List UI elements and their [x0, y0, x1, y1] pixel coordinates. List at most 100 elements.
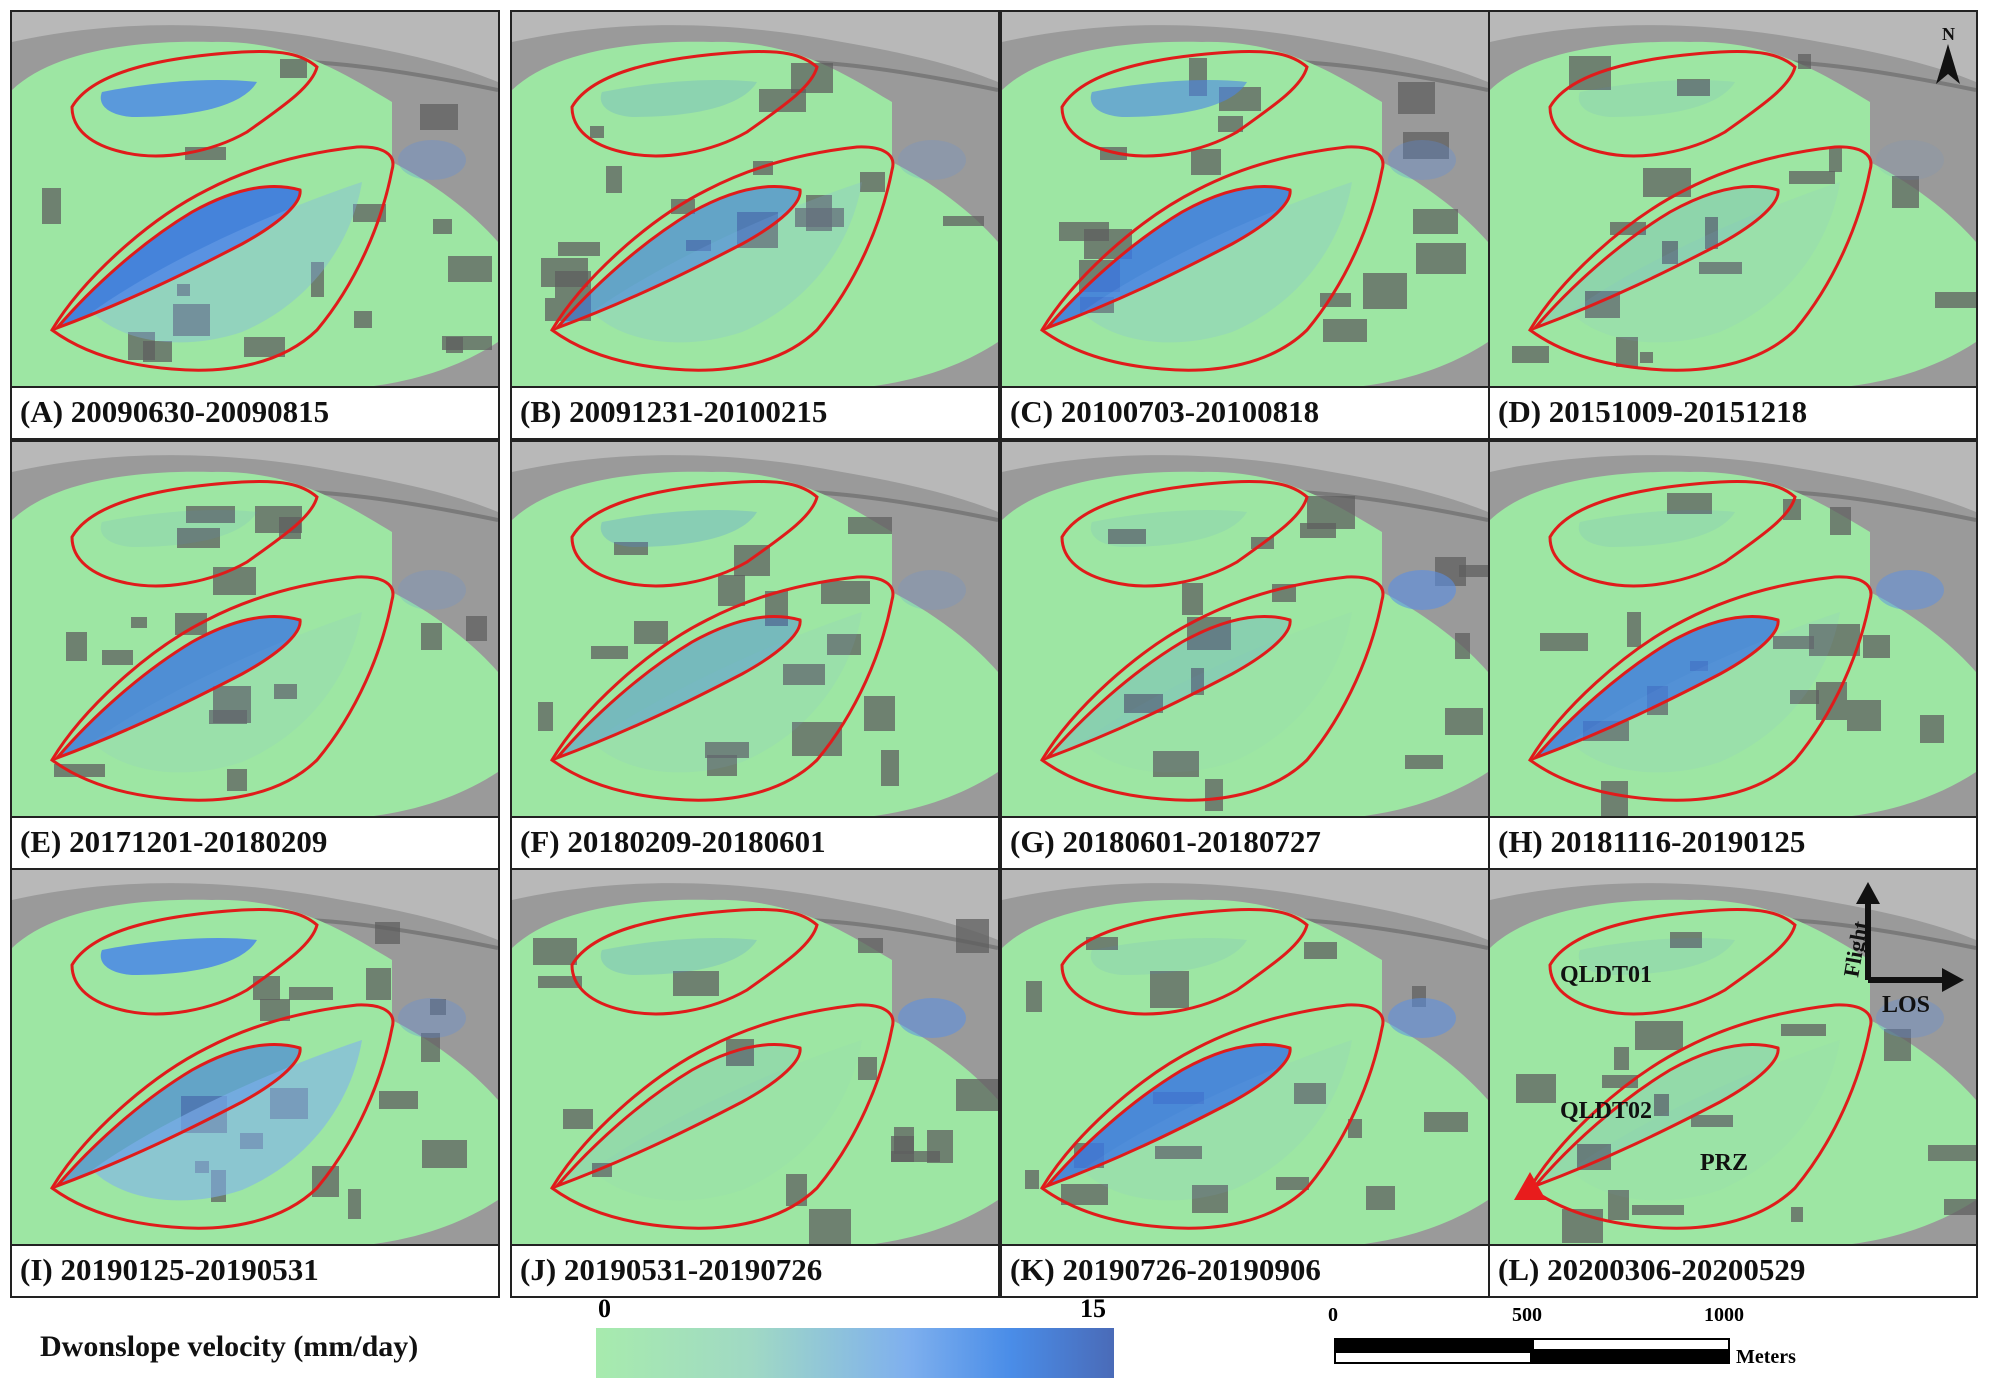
- no-data-patch: [1830, 507, 1851, 535]
- upper-landslide-boundary: [1548, 908, 1797, 1016]
- lower-landslide-boundary: [1040, 1003, 1385, 1230]
- map-panel: QLDT01 QLDT02 PRZ Flight LOS (L) 2020030…: [1488, 868, 1978, 1298]
- no-data-patch: [538, 702, 553, 731]
- lower-zone-broad-deformation: [1082, 612, 1352, 773]
- no-data-patch: [1699, 262, 1742, 274]
- no-data-patch: [848, 517, 892, 534]
- no-data-patch: [311, 262, 324, 297]
- upper-zone-deformation: [1578, 80, 1735, 117]
- east-deformation-patch: [398, 140, 466, 180]
- panel-caption: (A) 20090630-20090815: [12, 386, 498, 438]
- no-data-patch: [1863, 635, 1890, 658]
- north-label: N: [1942, 24, 1955, 44]
- lower-zone-broad-deformation: [92, 182, 362, 343]
- no-data-patch: [354, 311, 372, 328]
- no-data-patch: [173, 304, 210, 336]
- no-data-patch: [1654, 1094, 1669, 1116]
- upper-landslide-boundary: [1060, 50, 1309, 158]
- no-data-patch: [759, 89, 806, 112]
- no-data-patch: [786, 1174, 807, 1206]
- no-data-patch: [1363, 273, 1407, 309]
- no-data-patch: [1798, 54, 1811, 69]
- scale-segment: [1532, 1351, 1730, 1364]
- scale-bar: [1334, 1338, 1730, 1368]
- map-panel: (G) 20180601-20180727: [1000, 440, 1490, 870]
- east-deformation-patch: [1388, 998, 1456, 1038]
- inner-landslide-boundary: [1530, 184, 1780, 332]
- map-panel: (J) 20190531-20190726: [510, 868, 1000, 1298]
- inner-landslide-boundary: [1530, 614, 1780, 762]
- no-data-patch: [858, 938, 883, 953]
- lower-landslide-boundary: [550, 575, 895, 802]
- hillshade-ridge: [1490, 442, 1976, 512]
- no-data-patch: [563, 1109, 593, 1129]
- no-data-patch: [1667, 493, 1712, 514]
- upper-landslide-boundary: [570, 908, 819, 1016]
- north-arrow: N: [1936, 24, 1960, 84]
- no-data-patch: [1944, 1199, 1976, 1215]
- upper-zone-deformation: [600, 510, 757, 547]
- hillshade-ridge: [512, 870, 998, 940]
- upper-landslide-boundary: [570, 50, 819, 158]
- velocity-coverage: [1490, 899, 1976, 1248]
- no-data-patch: [590, 126, 604, 138]
- upper-zone-deformation: [1090, 510, 1247, 547]
- upper-zone-deformation: [1578, 938, 1735, 975]
- lower-landslide-boundary: [1528, 145, 1873, 372]
- inner-landslide-boundary: [1042, 184, 1292, 332]
- no-data-patch: [1884, 1029, 1911, 1061]
- no-data-patch: [1294, 1083, 1326, 1104]
- no-data-patch: [1540, 633, 1588, 651]
- lower-landslide-boundary: [550, 1003, 895, 1230]
- no-data-patch: [1809, 624, 1860, 656]
- no-data-patch: [891, 1151, 940, 1162]
- no-data-patch: [1635, 1021, 1683, 1050]
- no-data-patch: [1783, 499, 1801, 520]
- no-data-patch: [1445, 708, 1483, 735]
- lower-zone-deformation: [1047, 616, 1291, 758]
- no-data-patch: [538, 976, 582, 988]
- no-data-patch: [673, 971, 719, 996]
- no-data-patch: [420, 104, 458, 130]
- no-data-patch: [448, 256, 492, 282]
- no-data-patch: [421, 623, 442, 650]
- label-qldt01: QLDT01: [1560, 962, 1652, 988]
- upper-landslide-boundary: [70, 50, 319, 158]
- no-data-patch: [227, 769, 247, 791]
- no-data-patch: [1892, 176, 1919, 208]
- no-data-patch: [1061, 1184, 1108, 1205]
- no-data-patch: [430, 999, 446, 1015]
- east-deformation-patch: [1876, 570, 1944, 610]
- inner-landslide-boundary: [52, 1042, 302, 1190]
- no-data-patch: [943, 216, 984, 226]
- no-data-patch: [1790, 690, 1819, 704]
- hillshade-ridge: [1002, 870, 1488, 940]
- no-data-patch: [1847, 700, 1881, 731]
- lower-zone-broad-deformation: [1082, 1040, 1352, 1201]
- velocity-map: [12, 442, 498, 820]
- no-data-patch: [1691, 1115, 1733, 1127]
- no-data-patch: [1608, 1190, 1629, 1220]
- east-deformation-patch: [398, 998, 466, 1038]
- velocity-map: [1002, 870, 1488, 1248]
- no-data-patch: [783, 664, 825, 685]
- los-label: LOS: [1882, 992, 1930, 1018]
- lower-zone-broad-deformation: [1082, 182, 1352, 343]
- map-panel: (H) 20181116-20190125: [1488, 440, 1978, 870]
- no-data-patch: [1829, 148, 1842, 172]
- no-data-patch: [533, 938, 577, 965]
- scale-tick-1000: 1000: [1704, 1304, 1744, 1326]
- no-data-patch: [591, 646, 628, 659]
- label-prz: PRZ: [1700, 1150, 1748, 1176]
- lower-zone-deformation: [57, 616, 301, 758]
- map-panel: (I) 20190125-20190531: [10, 868, 500, 1298]
- lower-zone-broad-deformation: [92, 612, 362, 773]
- upper-zone-deformation: [1578, 510, 1735, 547]
- east-deformation-patch: [1876, 140, 1944, 180]
- no-data-patch: [1643, 168, 1691, 197]
- lower-zone-broad-deformation: [592, 182, 862, 343]
- no-data-patch: [1276, 1177, 1309, 1190]
- no-data-patch: [1026, 981, 1042, 1012]
- panel-caption: (C) 20100703-20100818: [1002, 386, 1488, 438]
- no-data-patch: [186, 506, 235, 523]
